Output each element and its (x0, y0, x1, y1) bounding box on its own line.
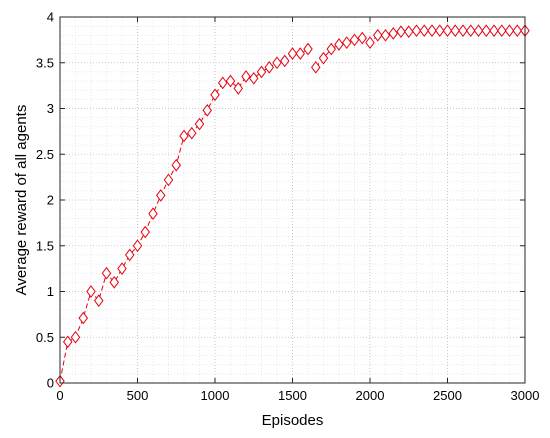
data-point (465, 24, 476, 38)
data-point (295, 47, 305, 60)
data-point (264, 60, 275, 74)
y-tick-label: 3 (47, 101, 54, 116)
data-point (109, 276, 119, 289)
data-point (86, 285, 96, 298)
data-point (342, 36, 352, 49)
data-point (458, 24, 468, 38)
ticks-layer: 0 500 1000 1500 2000 2500 3000 0 0.5 1 1.5 2 2.5 3 3.5… (36, 10, 540, 404)
data-point (233, 82, 243, 95)
data-point (373, 28, 383, 42)
data-point (117, 262, 127, 275)
y-tick-label: 1.5 (36, 238, 54, 253)
data-point (496, 24, 507, 38)
y-tick-label: 0 (47, 376, 54, 391)
data-point (326, 42, 336, 56)
data-point (388, 27, 398, 40)
x-tick-label: 2000 (356, 388, 385, 403)
data-point (334, 38, 344, 51)
data-point (357, 31, 367, 45)
y-tick-label: 3.5 (36, 55, 54, 70)
y-axis-title: Average reward of all agents (13, 105, 30, 296)
data-point (94, 294, 104, 307)
x-tick-label: 500 (127, 388, 149, 403)
data-point (256, 65, 267, 79)
data-point (249, 71, 259, 85)
data-point (210, 88, 220, 102)
y-tick-label: 0.5 (36, 330, 54, 345)
y-tick-label: 2.5 (36, 147, 54, 162)
data-point (310, 60, 321, 74)
data-point (140, 225, 150, 239)
data-point (241, 70, 251, 83)
data-point (171, 158, 181, 172)
data-point (163, 173, 174, 187)
data-point (194, 117, 205, 131)
data-point (411, 24, 422, 38)
data-point (489, 24, 499, 38)
data-point (434, 24, 445, 38)
data-point (101, 266, 112, 280)
data-point (70, 330, 81, 344)
data-point (427, 24, 437, 38)
x-tick-label: 0 (56, 388, 63, 403)
data-point (442, 24, 453, 38)
data-point (148, 207, 158, 221)
data-point (218, 76, 228, 90)
data-point (187, 126, 197, 140)
data-point (78, 311, 88, 325)
data-point (156, 189, 166, 202)
x-tick-label: 1500 (278, 388, 307, 403)
y-tick-label: 4 (47, 10, 54, 25)
x-tick-label: 1000 (201, 388, 230, 403)
data-point (504, 24, 515, 38)
data-point (481, 24, 492, 38)
data-point (396, 25, 406, 38)
data-point (365, 36, 375, 49)
data-point (318, 51, 329, 65)
data-point (132, 239, 143, 253)
data-point (512, 24, 523, 38)
data-point (287, 47, 298, 60)
data-point (303, 42, 313, 56)
data-point (380, 28, 391, 42)
data-point (272, 56, 282, 70)
series-layer (55, 24, 530, 388)
data-point (63, 335, 73, 349)
y-tick-label: 1 (47, 284, 54, 299)
x-tick-label: 3000 (511, 388, 540, 403)
data-point (450, 24, 461, 38)
data-point (280, 54, 290, 68)
data-point (202, 103, 212, 117)
x-tick-label: 2500 (433, 388, 462, 403)
data-point (473, 24, 484, 38)
data-point (419, 24, 430, 38)
data-point (404, 25, 414, 38)
x-axis-title: Episodes (262, 412, 324, 429)
data-point (349, 33, 360, 47)
data-point (125, 248, 135, 262)
data-point (179, 129, 189, 143)
data-point (225, 74, 236, 88)
y-tick-label: 2 (47, 193, 54, 208)
